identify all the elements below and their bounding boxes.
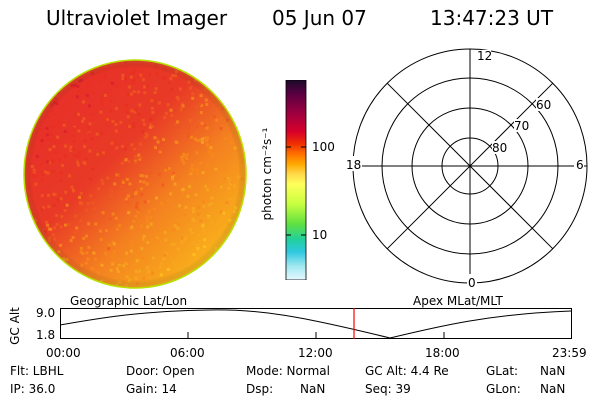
status-glat: GLat: [486, 364, 519, 378]
status-glat-value: NaN [540, 364, 566, 378]
status-dsp: Dsp: [246, 382, 274, 396]
time-label: 13:47:23 UT [430, 6, 554, 30]
polar-lat-80: 80 [492, 141, 507, 155]
timeline-right-label: Apex MLat/MLT [413, 294, 503, 308]
status-filter: Flt: LBHL [10, 364, 64, 378]
polar-label-0: 0 [468, 276, 476, 290]
date-label: 05 Jun 07 [272, 6, 367, 30]
status-gain: Gain: 14 [126, 382, 177, 396]
status-gc-alt: GC Alt: 4.4 Re [365, 364, 449, 378]
polar-label-18: 18 [346, 158, 361, 172]
colorbar-unit-label: photon cm⁻²s⁻¹ [260, 127, 274, 221]
polar-lat-70: 70 [514, 119, 529, 133]
status-door: Door: Open [126, 364, 195, 378]
timeline-xtick-1800: 18:00 [425, 346, 460, 360]
status-dsp-value: NaN [300, 382, 326, 396]
colorbar-tick-100: 100 [312, 140, 335, 154]
timeline-axis-label: GC Alt [8, 307, 22, 345]
polar-label-12: 12 [477, 49, 492, 63]
status-glon-value: NaN [540, 382, 566, 396]
colorbar-tick-10: 10 [312, 228, 328, 242]
timeline-left-label: Geographic Lat/Lon [70, 294, 188, 308]
timeline-xtick-2359: 23:59 [552, 346, 587, 360]
status-seq: Seq: 39 [365, 382, 411, 396]
polar-lat-60: 60 [536, 98, 551, 112]
polar-label-6: 6 [576, 158, 584, 172]
instrument-title: Ultraviolet Imager [46, 6, 228, 30]
altitude-timeline [60, 308, 572, 339]
mlat-mlt-polar-plot: 12 18 6 0 60 70 80 [345, 48, 588, 290]
status-mode: Mode: Normal [246, 364, 330, 378]
colorbar [285, 80, 307, 280]
timeline-xtick-0600: 06:00 [170, 346, 205, 360]
status-ip: IP: 36.0 [10, 382, 56, 396]
timeline-ytick-top: 9.0 [36, 306, 56, 320]
timeline-xtick-1200: 12:00 [298, 346, 333, 360]
timeline-xtick-0000: 00:00 [46, 346, 81, 360]
timeline-ytick-bottom: 1.8 [36, 328, 56, 342]
uv-earth-image [23, 59, 247, 289]
status-glon: GLon: [486, 382, 521, 396]
